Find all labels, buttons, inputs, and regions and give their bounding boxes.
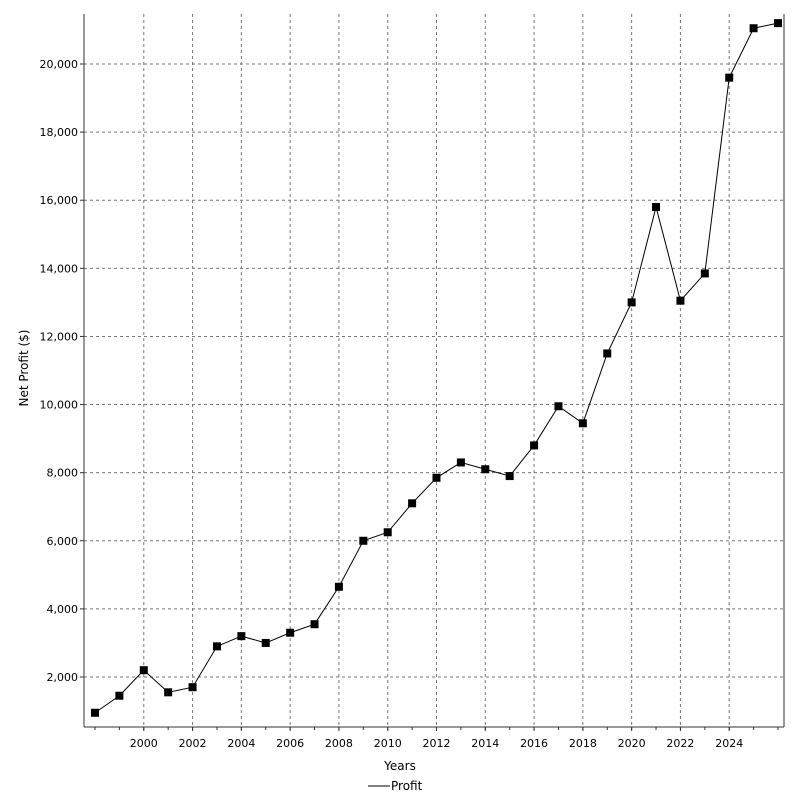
data-point [578, 419, 587, 428]
y-tick-label: 12,000 [40, 330, 79, 343]
x-tick-labels: 2000 2002 2004 2006 2008 2010 2012 2014 2016 2018… [130, 737, 743, 750]
data-point [456, 458, 465, 467]
data-point [115, 691, 124, 700]
x-tick-label: 2010 [374, 737, 402, 750]
x-tick-label: 2022 [666, 737, 694, 750]
data-point [505, 472, 514, 481]
y-tick-label: 16,000 [40, 194, 79, 207]
x-tick-label: 2024 [715, 737, 743, 750]
y-tick-labels: 2,000 4,000 6,000 8,000 10,000 12,000 14,000 16… [40, 58, 79, 684]
data-point [139, 666, 148, 675]
data-point [700, 269, 709, 278]
y-tick-label: 8,000 [47, 467, 79, 480]
x-tick-label: 2004 [227, 737, 255, 750]
x-axis-label: Years [383, 759, 416, 773]
data-point [530, 441, 539, 450]
data-point [676, 296, 685, 305]
y-tick-label: 10,000 [40, 399, 79, 412]
data-point [383, 528, 392, 537]
data-point [334, 582, 343, 591]
data-point [432, 473, 441, 482]
x-tick-label: 2014 [471, 737, 499, 750]
x-tick-label: 2000 [130, 737, 158, 750]
data-point [481, 465, 490, 474]
data-point [652, 203, 661, 212]
x-tick-label: 2012 [423, 737, 451, 750]
data-point [359, 536, 368, 545]
data-point [212, 642, 221, 651]
data-point [554, 402, 563, 411]
x-tick-label: 2008 [325, 737, 353, 750]
y-tick-label: 4,000 [47, 603, 79, 616]
data-point [286, 628, 295, 637]
legend-label-profit: Profit [391, 779, 423, 793]
y-tick-label: 2,000 [47, 671, 79, 684]
x-tick-label: 2020 [618, 737, 646, 750]
data-point [603, 349, 612, 358]
y-tick-label: 18,000 [40, 126, 79, 139]
y-axis-label: Net Profit ($) [17, 330, 31, 407]
data-point [627, 298, 636, 307]
series-layer [91, 19, 782, 717]
y-tick-label: 14,000 [40, 262, 79, 275]
y-tick-label: 20,000 [40, 58, 79, 71]
x-tick-label: 2018 [569, 737, 597, 750]
x-tick-label: 2016 [520, 737, 548, 750]
grid [84, 14, 784, 727]
data-point [237, 632, 246, 641]
data-point [164, 688, 173, 697]
data-point [774, 19, 782, 28]
y-tick-label: 6,000 [47, 535, 79, 548]
data-point [408, 499, 417, 508]
data-point [310, 620, 319, 629]
legend: Profit [368, 779, 423, 793]
data-point [725, 73, 734, 82]
data-point [749, 24, 758, 33]
data-point [91, 708, 99, 717]
x-tick-label: 2006 [276, 737, 304, 750]
axes [80, 14, 785, 731]
x-tick-label: 2002 [179, 737, 207, 750]
data-point [261, 638, 270, 647]
data-point [188, 683, 197, 692]
